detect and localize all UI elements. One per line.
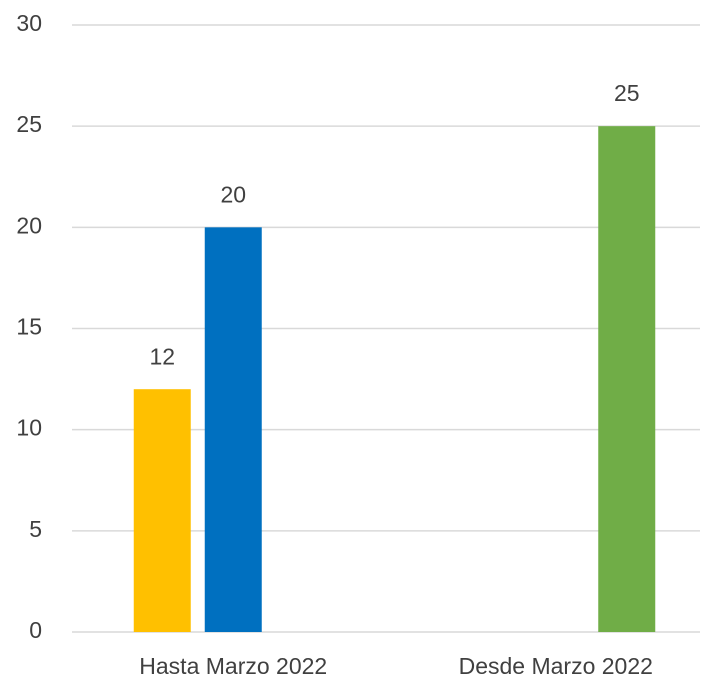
x-tick-label: Hasta Marzo 2022 (139, 653, 327, 679)
data-label: 20 (220, 181, 246, 207)
data-label: 25 (614, 80, 640, 106)
y-tick-label: 5 (29, 516, 42, 542)
bar (204, 227, 262, 633)
x-tick-label: Desde Marzo 2022 (459, 653, 653, 679)
y-tick-label: 25 (16, 111, 42, 137)
y-tick-label: 30 (16, 10, 42, 36)
y-tick-label: 15 (16, 314, 42, 340)
y-tick-label: 0 (29, 617, 42, 643)
bar (133, 389, 191, 632)
y-tick-label: 10 (16, 415, 42, 441)
bar (598, 126, 656, 633)
y-tick-label: 20 (16, 212, 42, 238)
data-label: 12 (149, 343, 175, 369)
